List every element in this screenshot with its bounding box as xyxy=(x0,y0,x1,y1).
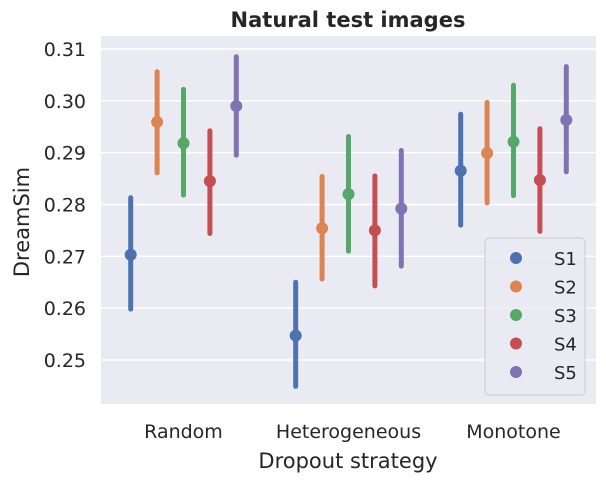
data-point xyxy=(533,174,546,187)
legend-label: S4 xyxy=(554,335,577,356)
legend-label: S1 xyxy=(554,249,577,270)
x-tick-label: Monotone xyxy=(466,421,561,443)
y-axis-label: DreamSim xyxy=(10,167,34,277)
data-point xyxy=(203,175,216,188)
data-point xyxy=(316,222,329,235)
chart-title: Natural test images xyxy=(231,8,466,32)
y-tick-label: 0.26 xyxy=(44,298,86,320)
data-point xyxy=(151,116,164,129)
data-series xyxy=(124,54,573,389)
data-point xyxy=(368,224,381,237)
series-s1 xyxy=(124,111,467,389)
data-point xyxy=(560,113,573,126)
legend: S1 S2 S3 S4 S5 xyxy=(484,237,586,396)
y-tick-label: 0.25 xyxy=(44,350,86,372)
x-tick-label: Heterogeneous xyxy=(276,421,421,443)
legend-label: S3 xyxy=(554,306,577,327)
data-point xyxy=(395,202,408,215)
y-tick-labels: 0.25 0.26 0.27 0.28 0.29 0.30 0.31 xyxy=(44,39,86,372)
data-point xyxy=(481,147,494,160)
data-point xyxy=(289,329,302,342)
legend-label: S2 xyxy=(554,278,577,299)
series-s5 xyxy=(230,54,573,269)
y-tick-label: 0.30 xyxy=(44,91,86,113)
data-point xyxy=(230,99,243,112)
data-point xyxy=(177,137,190,150)
legend-items: S1 S2 S3 S4 S5 xyxy=(510,249,577,384)
data-point xyxy=(124,248,137,261)
y-tick-label: 0.29 xyxy=(44,143,86,165)
y-tick-label: 0.31 xyxy=(44,39,86,61)
y-tick-label: 0.27 xyxy=(44,246,86,268)
x-tick-label: Random xyxy=(144,421,223,443)
y-tick-label: 0.28 xyxy=(44,194,86,216)
data-point xyxy=(507,135,520,148)
series-s2 xyxy=(151,69,494,282)
series-s4 xyxy=(203,126,546,289)
legend-frame xyxy=(484,237,586,396)
series-s3 xyxy=(177,82,520,254)
legend-marker xyxy=(510,280,522,293)
data-point xyxy=(454,164,467,177)
legend-marker xyxy=(510,252,522,264)
x-tick-labels: Random Heterogeneous Monotone xyxy=(144,421,561,443)
legend-marker xyxy=(510,366,522,378)
legend-marker xyxy=(510,337,522,350)
legend-marker xyxy=(510,309,522,321)
data-point xyxy=(342,188,355,201)
x-axis-label: Dropout strategy xyxy=(258,449,437,473)
legend-label: S5 xyxy=(554,363,577,384)
